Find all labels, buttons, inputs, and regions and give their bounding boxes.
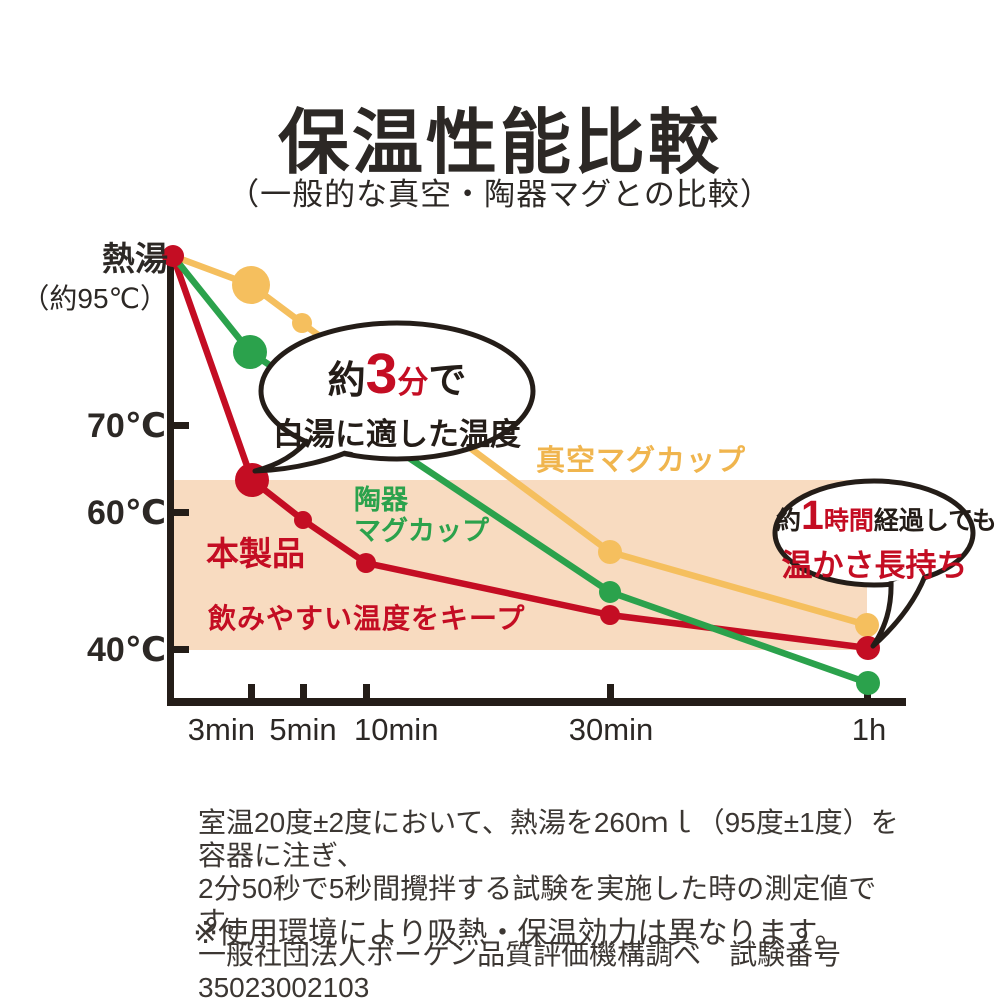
- y-tick-label-60: 60℃: [87, 494, 166, 532]
- callout-right-bubble: [772, 478, 976, 649]
- y-label-approx-95: （約95℃）: [21, 282, 168, 314]
- product-dot-5min: [294, 511, 312, 529]
- product-dot-10min: [356, 553, 376, 573]
- y-tick-label-70: 70℃: [87, 407, 166, 445]
- page-subtitle: （一般的な真空・陶器マグとの比較）: [228, 177, 772, 212]
- x-tick-label-10min: 10min: [354, 712, 439, 747]
- callout-right-tail: [870, 565, 931, 649]
- x-tick-label-1h: 1h: [851, 712, 887, 747]
- callout-left-line1: 約3分で: [272, 341, 522, 407]
- callout-left-post: で: [428, 360, 467, 402]
- y-label-hot-water: 熱湯: [102, 240, 168, 277]
- x-tick-label-5min: 5min: [269, 712, 337, 747]
- x-tick-label-30min: 30min: [568, 712, 654, 747]
- y-tick-70: [174, 422, 189, 429]
- band-label-drinkable-temp: 飲みやすい温度をキープ: [208, 603, 526, 634]
- test-conditions-line3: 一般社団法人ボーケン品質評価機構調べ 試験番号35023002103: [198, 939, 842, 1003]
- callout-left-unit: 分: [397, 365, 429, 400]
- series-label-ceramic-line1: 陶器: [354, 485, 408, 515]
- product-dot-30min: [600, 605, 620, 625]
- y-tick-60: [174, 509, 189, 516]
- ceramic-dot-1h: [856, 671, 880, 695]
- y-tick-40: [174, 646, 189, 653]
- vacuum-dot-1h: [855, 613, 879, 637]
- test-conditions-line1: 室温20度±2度において、熱湯を260ｍｌ（95度±1度）を容器に注ぎ、: [198, 807, 899, 871]
- vacuum-dot-3min: [232, 266, 270, 304]
- series-label-vacuum-mug: 真空マグカップ: [536, 445, 747, 477]
- callout-right-text: 約1時間経過しても 温かさ長持ち: [776, 492, 997, 585]
- ceramic-dot-30min: [599, 581, 621, 603]
- product-line: [169, 252, 872, 652]
- test-conditions-line2: 2分50秒で5秒間攪拌する試験を実施した時の測定値です。: [198, 873, 877, 937]
- callout-right-line1: 約1時間経過しても: [776, 492, 997, 539]
- ceramic-dot-3min: [233, 335, 267, 369]
- x-axis-line: [167, 698, 906, 706]
- disclaimer-note: ※使用環境により吸熱・保温効力は異なります。: [193, 917, 845, 950]
- x-tick-10min: [363, 684, 370, 698]
- callout-right-line2: 温かさ長持ち: [781, 548, 968, 583]
- callout-right-post: 経過しても: [873, 507, 997, 535]
- series-label-product: 本製品: [206, 535, 305, 572]
- callout-left-bubble: [252, 320, 536, 474]
- callout-right-pre: 約: [776, 507, 802, 535]
- series-label-ceramic-line2: マグカップ: [354, 516, 489, 546]
- callout-left-text: 約3分で 白湯に適した温度: [272, 341, 522, 454]
- callout-left-line2: 白湯に適した温度: [273, 417, 521, 452]
- callout-right-number: 1: [801, 492, 824, 538]
- vacuum-dot-5min: [292, 313, 312, 333]
- callout-left-pre: 約: [327, 360, 366, 402]
- y-axis-top-label: 熱湯 （約95℃）: [20, 238, 168, 317]
- test-conditions-text: 室温20度±2度において、熱湯を260ｍｌ（95度±1度）を容器に注ぎ、 2分5…: [198, 806, 918, 1004]
- x-tick-label-3min: 3min: [187, 712, 255, 747]
- x-tick-5min: [300, 684, 307, 698]
- page-title: 保温性能比較: [277, 104, 722, 183]
- x-tick-30min: [607, 684, 614, 698]
- start-dot-hot-water: [162, 245, 184, 267]
- y-tick-label-40: 40℃: [87, 631, 166, 669]
- callout-left-number: 3: [365, 342, 398, 406]
- y-axis-line: [167, 253, 174, 705]
- callout-right-unit: 時間: [823, 507, 874, 535]
- ceramic-mug-line: [169, 252, 872, 687]
- x-tick-3min: [248, 684, 255, 698]
- series-label-ceramic-mug: 陶器 マグカップ: [354, 485, 489, 547]
- vacuum-dot-30min: [598, 540, 622, 564]
